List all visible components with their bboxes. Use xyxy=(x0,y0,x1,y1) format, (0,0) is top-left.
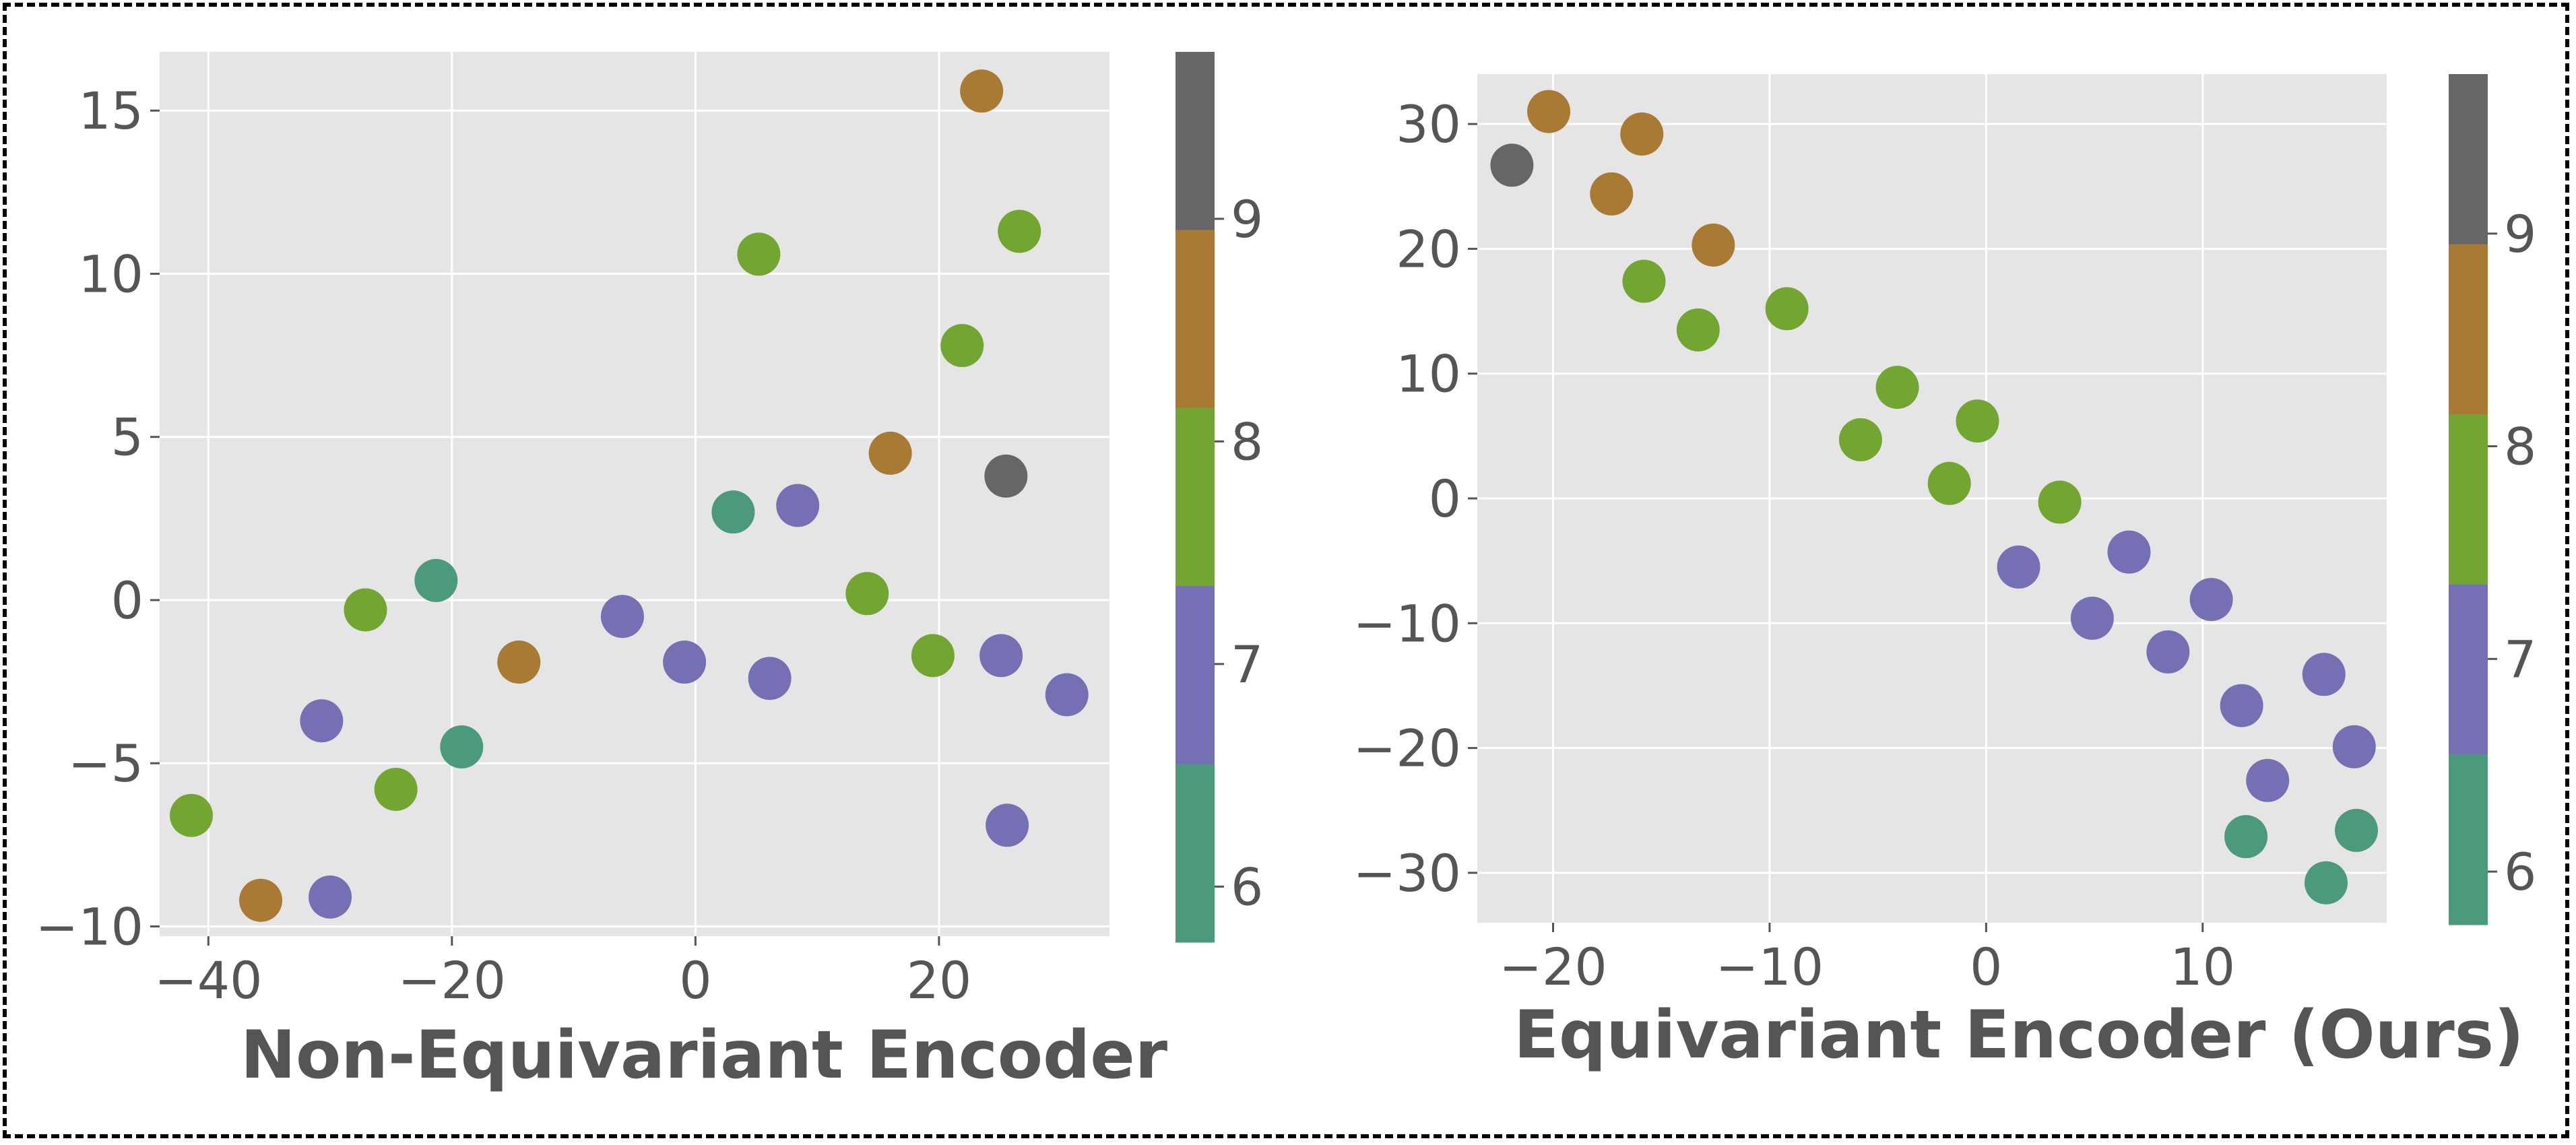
data-point xyxy=(2146,630,2190,674)
data-point xyxy=(2246,758,2290,802)
x-axis-title: Non-Equivariant Encoder xyxy=(240,1017,1168,1094)
x-axis-title: Equivariant Encoder (Ours) xyxy=(1514,997,2524,1074)
data-point xyxy=(170,793,213,837)
data-point xyxy=(776,484,820,527)
colorbar-tick-label: 6 xyxy=(1231,857,1263,917)
x-tick-label: −10 xyxy=(1716,937,1824,997)
y-tick-label: 15 xyxy=(78,81,143,141)
colorbar-segment xyxy=(2449,584,2488,755)
y-tick-label: 30 xyxy=(1396,94,1461,154)
data-point xyxy=(2332,725,2376,768)
data-point xyxy=(748,657,792,700)
colorbar-segment xyxy=(1176,407,1215,587)
data-point xyxy=(2305,861,2348,905)
y-tick-label: 0 xyxy=(111,570,143,630)
data-point xyxy=(2224,815,2268,859)
colorbar-tick-label: 8 xyxy=(2504,417,2536,477)
y-tick-label: 10 xyxy=(78,244,143,304)
y-tick-label: 20 xyxy=(1396,219,1461,279)
data-point xyxy=(2335,808,2378,852)
data-point xyxy=(2038,480,2082,524)
data-point xyxy=(940,324,984,368)
y-tick-label: 10 xyxy=(1396,344,1461,404)
data-point xyxy=(344,588,387,632)
y-tick-label: 0 xyxy=(1429,469,1461,529)
data-point xyxy=(2302,653,2346,696)
y-tick-label: −5 xyxy=(68,733,143,793)
colorbar-tick-label: 7 xyxy=(2504,629,2536,689)
colorbar-tick-label: 9 xyxy=(1231,189,1263,249)
data-point xyxy=(1620,112,1664,156)
y-tick-label: 5 xyxy=(111,407,143,467)
colorbar-segment xyxy=(1176,52,1215,230)
data-point xyxy=(2070,596,2114,640)
colorbar-tick-label: 8 xyxy=(1231,412,1263,471)
x-tick-label: 0 xyxy=(1970,937,2002,997)
x-tick-label: −40 xyxy=(154,950,262,1010)
data-point xyxy=(309,875,352,919)
colorbar-segment xyxy=(1176,586,1215,765)
y-tick-label: −10 xyxy=(36,896,143,956)
data-point xyxy=(911,634,955,678)
y-tick-label: −10 xyxy=(1353,593,1461,653)
data-point xyxy=(1927,461,1971,505)
colorbar-segment xyxy=(2449,754,2488,925)
data-point xyxy=(1692,223,1735,267)
data-point xyxy=(1622,259,1666,303)
data-point xyxy=(1838,418,1882,461)
data-point xyxy=(663,641,707,684)
data-point xyxy=(440,725,484,768)
x-tick-label: 10 xyxy=(2170,937,2235,997)
data-point xyxy=(1045,673,1089,717)
colorbar-segment xyxy=(1176,230,1215,409)
data-point xyxy=(414,558,458,602)
data-point xyxy=(845,572,889,616)
figure-frame xyxy=(3,3,2569,1138)
y-tick-label: −20 xyxy=(1353,719,1461,779)
data-point xyxy=(960,69,1004,113)
data-point xyxy=(497,641,541,684)
data-point xyxy=(1956,399,1999,443)
colorbar-segment xyxy=(2449,244,2488,415)
colorbar-segment xyxy=(2449,74,2488,245)
data-point xyxy=(1527,90,1571,133)
x-tick-label: −20 xyxy=(1499,937,1607,997)
colorbar-tick-label: 7 xyxy=(1231,634,1263,694)
x-tick-label: −20 xyxy=(398,950,506,1010)
data-point xyxy=(986,804,1029,847)
data-point xyxy=(600,595,644,639)
x-tick-label: 20 xyxy=(907,950,972,1010)
data-point xyxy=(711,490,755,534)
data-point xyxy=(868,431,912,475)
data-point xyxy=(300,699,344,743)
data-point xyxy=(2220,684,2263,727)
data-point xyxy=(1490,143,1534,187)
data-point xyxy=(1676,308,1720,352)
x-tick-label: 0 xyxy=(679,950,711,1010)
data-point xyxy=(1765,287,1809,331)
colorbar-tick-label: 6 xyxy=(2504,842,2536,902)
data-point xyxy=(1875,366,1919,410)
data-point xyxy=(239,878,283,922)
colorbar-segment xyxy=(2449,414,2488,585)
colorbar-tick-label: 9 xyxy=(2504,204,2536,264)
data-point xyxy=(1997,545,2040,589)
data-point xyxy=(737,232,781,276)
y-tick-label: −30 xyxy=(1353,843,1461,903)
plot-panel xyxy=(160,52,1109,936)
data-point xyxy=(2189,578,2233,622)
data-point xyxy=(2107,530,2151,574)
data-point xyxy=(998,209,1041,253)
colorbar-segment xyxy=(1176,764,1215,943)
data-point xyxy=(979,634,1023,678)
data-point xyxy=(1590,172,1634,216)
data-point xyxy=(374,767,418,811)
data-point xyxy=(984,454,1028,498)
